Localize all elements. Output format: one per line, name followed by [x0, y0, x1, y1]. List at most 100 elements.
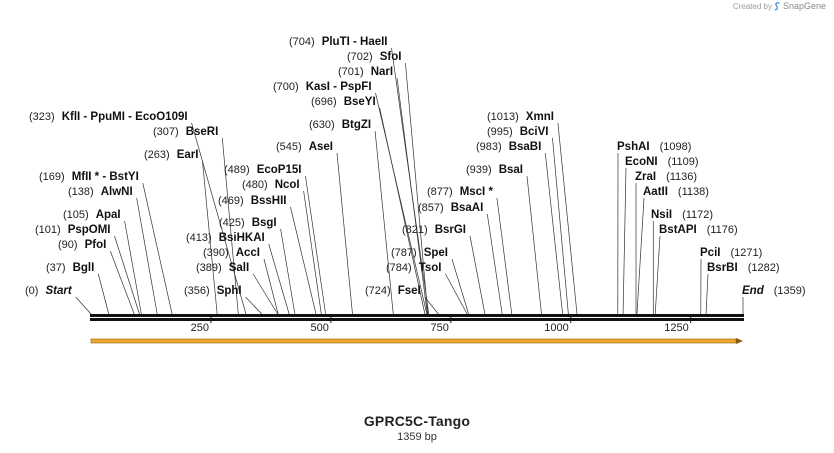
site-bcivi[interactable]: (995) BciVI — [487, 126, 548, 138]
site-position-label: (704) — [289, 36, 315, 48]
site-enzyme-name: KasI - PspFI — [306, 81, 372, 93]
site-bsgi[interactable]: (425) BsgI — [219, 217, 277, 229]
site-position-label: (469) — [218, 195, 244, 207]
dna-backbone — [90, 314, 744, 321]
site-nsii[interactable]: NsiI (1172) — [651, 209, 713, 221]
leader-line — [557, 122, 578, 315]
feature-arrow[interactable] — [90, 338, 743, 344]
site-enzyme-name: BsaBI — [509, 141, 542, 153]
site-mfii[interactable]: (169) MfII * - BstYI — [39, 171, 139, 183]
leader-line — [97, 273, 110, 315]
leader-line — [202, 160, 218, 315]
site-pluti[interactable]: (704) PluTI - HaeII — [289, 36, 388, 48]
snapgene-logo-icon — [774, 1, 780, 10]
site-fsei[interactable]: (724) FseI — [365, 285, 421, 297]
site-bsihkai[interactable]: (413) BsiHKAI — [186, 232, 265, 244]
site-enzyme-name: AatII — [643, 186, 668, 198]
snapgene-credit: Created by SnapGene — [733, 1, 826, 11]
sequence-title-block: GPRC5C-Tango 1359 bp — [0, 413, 834, 443]
site-bsabi[interactable]: (983) BsaBI — [476, 141, 541, 153]
site-enzyme-name: ApaI — [96, 209, 121, 221]
site-enzyme-name: BstAPI — [659, 224, 697, 236]
leader-line — [451, 258, 469, 315]
site-labels: (0) Start (37) BglI (90) PfoI (101) PspOMI (105)… — [25, 36, 806, 297]
leader-line — [445, 273, 468, 315]
site-position-label: (700) — [273, 81, 299, 93]
site-spei[interactable]: (787) SpeI — [391, 247, 448, 259]
site-sphi[interactable]: (356) SphI — [184, 285, 242, 297]
site-enzyme-name: BciVI — [520, 126, 549, 138]
site-bstapi[interactable]: BstAPI (1176) — [659, 224, 738, 236]
site-aatii[interactable]: AatII (1138) — [643, 186, 709, 198]
leader-line — [303, 190, 322, 315]
site-bsrbi[interactable]: BsrBI (1282) — [707, 262, 779, 274]
site-bseri[interactable]: (307) BseRI — [153, 126, 218, 138]
leader-line — [375, 92, 428, 315]
site-position-label: (630) — [309, 119, 335, 131]
site-kasi[interactable]: (700) KasI - PspFI — [273, 81, 372, 93]
site-position-label: (105) — [63, 209, 89, 221]
site-ecop15i[interactable]: (489) EcoP15I — [224, 164, 301, 176]
site-enzyme-name: SpeI — [424, 247, 448, 259]
site-ncoi[interactable]: (480) NcoI — [242, 179, 300, 191]
site-asei[interactable]: (545) AseI — [276, 141, 333, 153]
site-pshai[interactable]: PshAI (1098) — [617, 141, 691, 153]
site-bsshii[interactable]: (469) BssHII — [218, 195, 286, 207]
backbone-bottom-strand — [90, 318, 744, 321]
site-position-label: (995) — [487, 126, 513, 138]
site-pspomi[interactable]: (101) PspOMI — [35, 224, 111, 236]
site-end[interactable]: End (1359) — [742, 285, 806, 297]
site-position-label: (1172) — [682, 209, 713, 221]
site-sali[interactable]: (389) SalI — [196, 262, 249, 274]
site-enzyme-name: PciI — [700, 247, 720, 259]
leader-line — [280, 228, 296, 315]
site-btgzi[interactable]: (630) BtgZI — [309, 119, 371, 131]
site-alwni[interactable]: (138) AlwNI — [68, 186, 133, 198]
site-enzyme-name: AseI — [309, 141, 333, 153]
site-pcii[interactable]: PciI (1271) — [700, 247, 762, 259]
site-position-label: (1109) — [668, 156, 699, 168]
site-position-label: (787) — [391, 247, 417, 259]
site-position-label: (701) — [338, 66, 364, 78]
site-position-label: (138) — [68, 186, 94, 198]
site-position-label: (1138) — [678, 186, 709, 198]
leader-line — [405, 62, 429, 315]
leader-line — [245, 296, 263, 315]
site-apai[interactable]: (105) ApaI — [63, 209, 121, 221]
site-eari[interactable]: (263) EarI — [144, 149, 198, 161]
site-kfli[interactable]: (323) KflI - PpuMI - EcoO109I — [29, 111, 188, 123]
site-enzyme-name: SphI — [217, 285, 242, 297]
site-nari[interactable]: (701) NarI — [338, 66, 393, 78]
site-position-label: (390) — [203, 247, 229, 259]
site-pfoi[interactable]: (90) PfoI — [58, 239, 106, 251]
leader-line — [252, 273, 278, 315]
site-bgli[interactable]: (37) BglI — [46, 262, 94, 274]
leader-line — [544, 152, 563, 315]
site-acci[interactable]: (390) AccI — [203, 247, 260, 259]
site-position-label: (1359) — [774, 285, 806, 297]
site-enzyme-name: EarI — [177, 149, 199, 161]
site-bseyi[interactable]: (696) BseYI — [311, 96, 376, 108]
site-position-label: (939) — [466, 164, 492, 176]
site-msci[interactable]: (877) MscI * — [427, 186, 493, 198]
site-zrai[interactable]: ZraI (1136) — [635, 171, 697, 183]
site-enzyme-name: BglI — [73, 262, 95, 274]
site-bsai[interactable]: (939) BsaI — [466, 164, 523, 176]
leader-line — [136, 197, 158, 315]
site-bsrgi[interactable]: (821) BsrGI — [402, 224, 466, 236]
site-position-label: (1271) — [730, 247, 762, 259]
site-enzyme-name: PfoI — [85, 239, 107, 251]
site-xmni[interactable]: (1013) XmnI — [487, 111, 554, 123]
site-start[interactable]: (0) Start — [25, 285, 73, 297]
site-sfoi[interactable]: (702) SfoI — [347, 51, 401, 63]
leader-line — [142, 182, 173, 315]
ruler-tick-label: 250 — [191, 322, 209, 334]
site-position-label: (323) — [29, 111, 55, 123]
leader-line — [268, 243, 290, 315]
feature-arrow-head — [736, 338, 743, 344]
site-tsoi[interactable]: (784) TsoI — [386, 262, 441, 274]
site-econi[interactable]: EcoNI (1109) — [625, 156, 699, 168]
site-enzyme-name: BsrGI — [435, 224, 466, 236]
leader-line — [622, 167, 627, 315]
site-bsaai[interactable]: (857) BsaAI — [418, 202, 483, 214]
